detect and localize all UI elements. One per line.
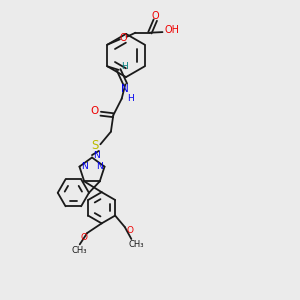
Text: O: O	[80, 233, 87, 242]
Text: N: N	[122, 84, 129, 94]
Text: N: N	[93, 151, 100, 160]
Text: OH: OH	[165, 25, 180, 35]
Text: O: O	[127, 226, 134, 235]
Text: O: O	[152, 11, 159, 21]
Text: H: H	[121, 62, 128, 71]
Text: H: H	[127, 94, 134, 103]
Text: S: S	[91, 139, 99, 152]
Text: O: O	[120, 33, 127, 43]
Text: N: N	[96, 162, 103, 171]
Text: O: O	[91, 106, 99, 116]
Text: CH₃: CH₃	[72, 246, 88, 255]
Text: N: N	[82, 162, 88, 171]
Text: CH₃: CH₃	[129, 241, 145, 250]
